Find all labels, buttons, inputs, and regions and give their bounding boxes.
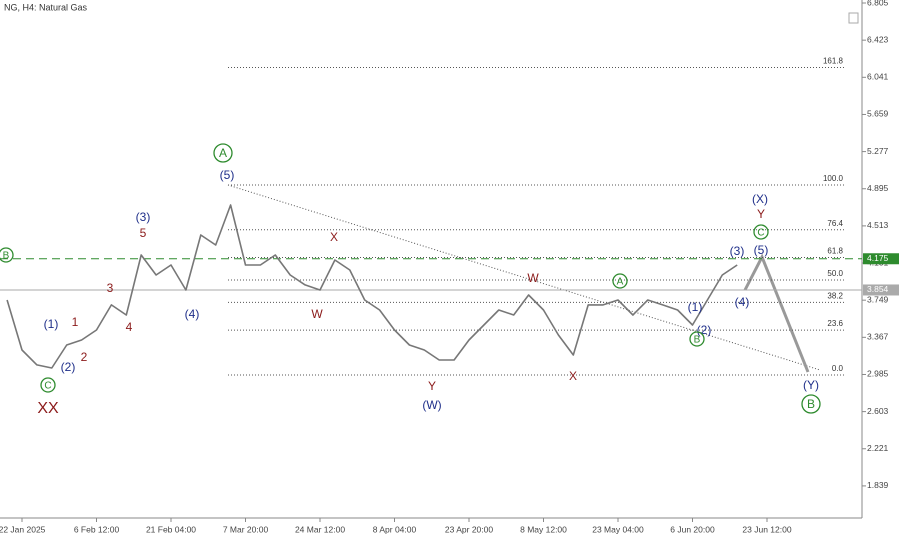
y-tick-label: 1.839	[867, 480, 889, 490]
wave-circle	[689, 331, 705, 347]
wave-label: B	[694, 335, 701, 346]
price-box	[863, 284, 899, 296]
wave-label: W	[527, 271, 539, 285]
wave-label: (3)	[136, 210, 151, 224]
fib-label: 100.0	[823, 174, 844, 183]
price-box-label: 4.175	[867, 253, 889, 263]
wave-label: (4)	[185, 307, 200, 321]
wave-label: A	[617, 277, 624, 288]
wave-label: A	[219, 146, 227, 160]
wave-label: (X)	[752, 192, 768, 206]
price-box-label: 3.854	[867, 284, 889, 294]
wave-label: B	[807, 397, 815, 411]
wave-label: Y	[757, 207, 765, 221]
y-tick-label: 5.659	[867, 109, 889, 119]
fib-label: 61.8	[827, 247, 843, 256]
price-box	[863, 253, 899, 265]
wave-label: (2)	[697, 323, 712, 337]
y-tick-label: 4.895	[867, 183, 889, 193]
wave-label: (1)	[44, 317, 59, 331]
x-tick-label: 23 May 04:00	[592, 524, 644, 534]
wave-label: (W)	[422, 398, 441, 412]
info-button[interactable]	[848, 12, 859, 24]
trend-line	[227, 184, 821, 371]
fib-label: 161.8	[823, 57, 844, 66]
wave-label: X	[569, 369, 577, 383]
x-tick-label: 24 Mar 12:00	[295, 524, 345, 534]
wave-circle	[0, 247, 14, 263]
wave-label: C	[44, 381, 51, 392]
fib-label: 0.0	[832, 364, 844, 373]
wave-circle	[213, 143, 233, 163]
chart-title: NG, H4: Natural Gas	[4, 2, 88, 12]
wave-label: 5	[140, 226, 147, 240]
y-tick-label: 5.277	[867, 146, 889, 156]
wave-label: (3)	[730, 244, 745, 258]
wave-label: XX	[37, 400, 59, 417]
wave-label: Y	[428, 379, 436, 393]
x-tick-label: 23 Apr 20:00	[445, 524, 493, 534]
y-tick-label: 6.423	[867, 34, 889, 44]
wave-label: (1)	[688, 300, 703, 314]
price-line-series	[6, 204, 738, 369]
x-tick-label: 6 Jun 20:00	[670, 524, 715, 534]
wave-label: 2	[81, 350, 88, 364]
y-tick-label: 2.221	[867, 443, 889, 453]
fib-label: 38.2	[827, 291, 843, 300]
fib-label: 76.4	[827, 219, 843, 228]
x-tick-label: 23 Jun 12:00	[742, 524, 791, 534]
y-tick-label: 6.805	[867, 0, 889, 7]
wave-label: W	[311, 307, 323, 321]
wave-circle	[753, 224, 769, 240]
x-tick-label: 21 Feb 04:00	[146, 524, 196, 534]
wave-label: B	[3, 251, 10, 262]
x-tick-label: 8 Apr 04:00	[373, 524, 417, 534]
wave-circle	[40, 377, 56, 393]
wave-circle	[612, 273, 628, 289]
x-tick-label: 6 Feb 12:00	[74, 524, 120, 534]
wave-label: (5)	[754, 243, 769, 257]
wave-label: (2)	[61, 360, 76, 374]
wave-label: (4)	[735, 295, 750, 309]
wave-label: X	[330, 230, 338, 244]
fib-label: 23.6	[827, 319, 843, 328]
x-tick-label: 22 Jan 2025	[0, 524, 46, 534]
fib-label: 50.0	[827, 269, 843, 278]
y-tick-label: 6.041	[867, 72, 889, 82]
projection-path	[743, 253, 810, 373]
y-tick-label: 3.749	[867, 294, 889, 304]
wave-label: 4	[126, 320, 133, 334]
wave-label: (5)	[220, 168, 235, 182]
x-tick-label: 7 Mar 20:00	[223, 524, 269, 534]
wave-label: C	[757, 228, 764, 239]
y-tick-label: 2.603	[867, 406, 889, 416]
y-tick-label: 4.513	[867, 220, 889, 230]
x-tick-label: 8 May 12:00	[520, 524, 567, 534]
y-tick-label: 3.367	[867, 332, 889, 342]
wave-circle	[801, 394, 821, 414]
wave-label: 3	[107, 281, 114, 295]
wave-label: (Y)	[803, 378, 819, 392]
y-tick-label: 2.985	[867, 369, 889, 379]
wave-label: 1	[72, 315, 79, 329]
